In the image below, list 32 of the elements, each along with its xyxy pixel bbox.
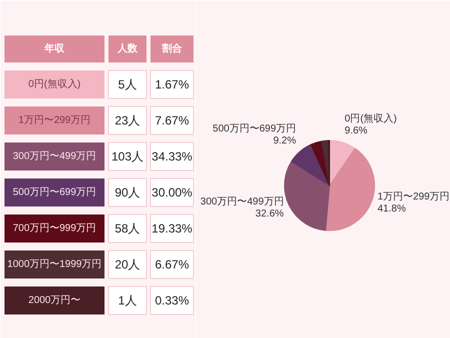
text: 1人 [118,294,137,308]
text: 30.00% [152,186,193,200]
text: 23人 [114,114,140,128]
text: 0.33% [154,294,190,308]
slice-label: 0円(無収入) [344,112,397,124]
text: 58人 [114,222,140,236]
text: 103人 [111,150,144,164]
slice-label: 500万円〜699万円 [212,124,296,135]
text: 2000万円〜 [28,295,81,306]
text: 19.33% [152,222,193,236]
text: 1000万円〜1999万円 [7,259,102,270]
text: 年収 [44,42,66,54]
text: 割合 [161,42,183,54]
text: 人数 [116,42,138,54]
text: 1.67% [154,78,190,92]
text: 0円(無収入) [28,78,81,90]
text: 1万円〜299万円 [18,115,91,126]
data-label: 9.2% [273,136,296,147]
text: 34.33% [152,150,193,164]
slice-label: 1万円〜299万円 [377,191,450,202]
text: 700万円〜999万円 [12,223,96,234]
slice-label: 300万円〜499万円 [200,196,284,208]
data-label: 9.6% [344,125,368,136]
text: 7.67% [154,114,190,128]
text: 6.67% [154,258,190,272]
text: 500万円〜699万円 [12,187,96,198]
text: 5人 [118,78,137,92]
text: 20人 [114,258,140,272]
text: 300万円〜499万円 [12,151,96,162]
text: 90人 [114,186,140,200]
data-label: 32.6% [255,208,284,220]
data-label: 41.8% [377,203,406,214]
